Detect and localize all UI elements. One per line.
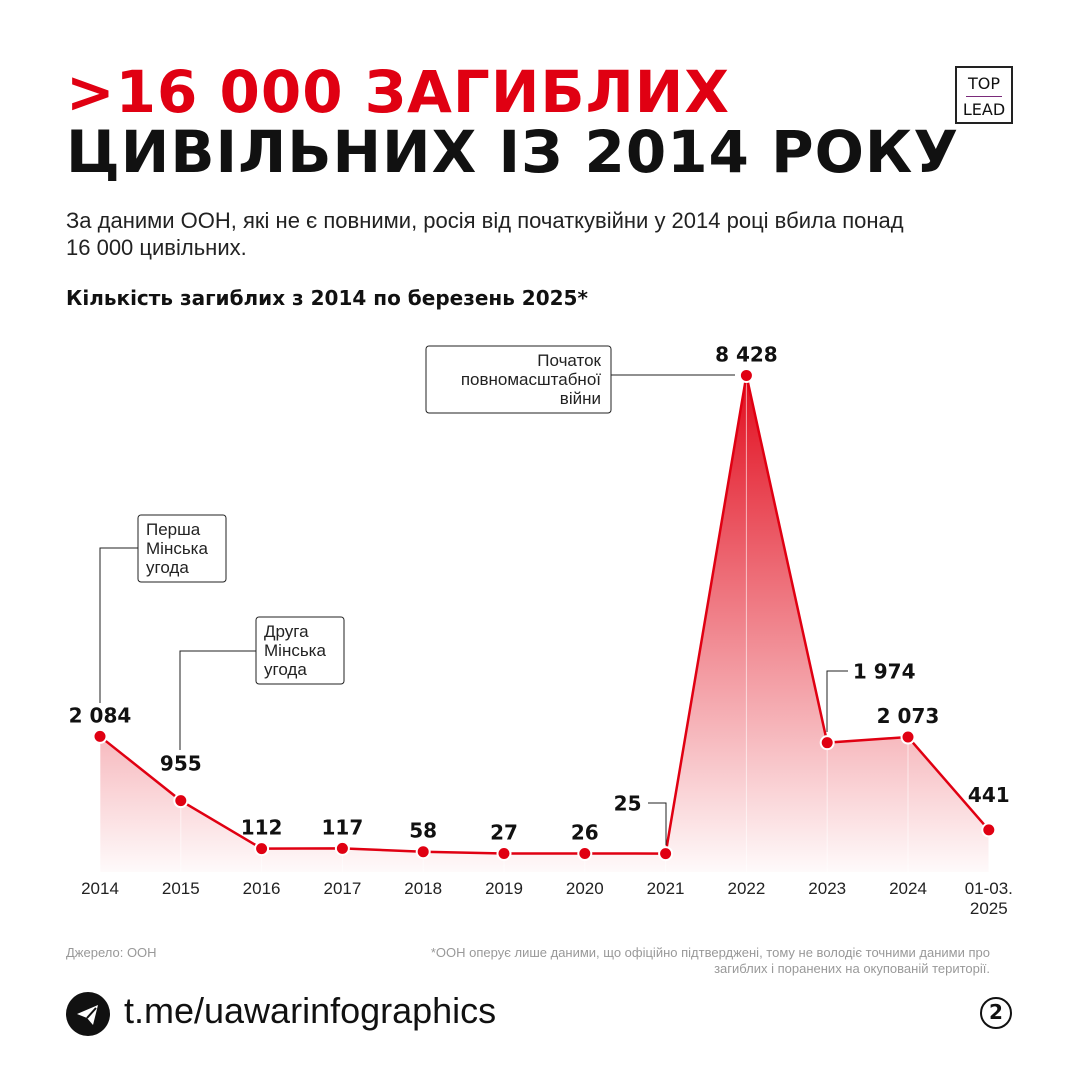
x-tick-label: 2021 xyxy=(647,879,685,898)
title-line-1: >16 000 ЗАГИБЛИХ xyxy=(66,58,730,126)
toplead-logo: TOP LEAD xyxy=(955,66,1013,124)
data-label: 441 xyxy=(968,783,1010,807)
data-point xyxy=(173,793,189,809)
data-label: 2 084 xyxy=(69,703,132,727)
annotation-box xyxy=(137,514,227,583)
x-tick-label: 2020 xyxy=(566,879,604,898)
data-point xyxy=(981,822,997,838)
annotation-text: Мінська xyxy=(146,539,208,558)
annotation-text: Перша xyxy=(146,520,201,539)
data-point xyxy=(92,728,108,744)
annotation-text: війни xyxy=(560,389,601,408)
source: Джерело: ООН xyxy=(66,945,157,960)
annotation-text: угода xyxy=(146,558,189,577)
annotation-box xyxy=(425,345,612,414)
x-tick-label: 2016 xyxy=(243,879,281,898)
annotation-connector xyxy=(826,670,848,732)
subtitle: За даними ООН, які не є повними, росія в… xyxy=(66,208,904,260)
x-tick-label: 2024 xyxy=(889,879,927,898)
data-point xyxy=(819,735,835,751)
data-point xyxy=(738,367,754,383)
annotation-text: Друга xyxy=(264,622,309,641)
data-label: 112 xyxy=(241,816,283,840)
annotation-text: Початок xyxy=(537,351,601,370)
annotation-text: Мінська xyxy=(264,641,326,660)
footnote: *ООН оперує лише даними, що офіційно під… xyxy=(430,945,990,976)
data-point xyxy=(900,729,916,745)
annotation-connector xyxy=(648,802,667,845)
area-fill xyxy=(100,375,989,872)
logo-bottom: LEAD xyxy=(962,100,1006,119)
x-tick-label: 2017 xyxy=(323,879,361,898)
annotation-box xyxy=(255,616,345,685)
data-label: 117 xyxy=(322,815,364,839)
x-tick-label: 01-03. xyxy=(965,879,1013,898)
chart: 2 084 955 112 117 58 27 26 25 8 428 1 974 2 073 441… xyxy=(69,342,1013,918)
data-label: 58 xyxy=(409,819,437,843)
x-tick-label: 2014 xyxy=(81,879,119,898)
logo-top: TOP xyxy=(967,74,1000,93)
data-label: 2 073 xyxy=(877,704,940,728)
annotation-connector xyxy=(179,650,256,750)
telegram-link[interactable]: t.me/uawarinfographics xyxy=(124,990,497,1031)
x-tick-label: 2018 xyxy=(404,879,442,898)
annotation-connector xyxy=(99,547,138,703)
data-label: 26 xyxy=(571,821,599,845)
annotation-text: угода xyxy=(264,660,307,679)
data-point xyxy=(496,845,512,861)
series-line xyxy=(99,375,990,855)
x-tick-label: 2023 xyxy=(808,879,846,898)
chart-title: Кількість загиблих з 2014 по березень 20… xyxy=(66,286,588,310)
data-point xyxy=(577,846,593,862)
data-label: 25 xyxy=(614,792,642,816)
data-label: 27 xyxy=(490,820,518,844)
data-label: 1 974 xyxy=(853,660,916,684)
data-point xyxy=(254,841,270,857)
page-number: 2 xyxy=(980,997,1012,1029)
x-tick-label: 2019 xyxy=(485,879,523,898)
data-point xyxy=(415,844,431,860)
data-point xyxy=(334,840,350,856)
data-label: 8 428 xyxy=(715,342,778,366)
data-point xyxy=(658,846,674,862)
x-tick-label: 2025 xyxy=(970,899,1008,918)
x-tick-label: 2022 xyxy=(727,879,765,898)
title-line-2: ЦИВІЛЬНИХ ІЗ 2014 РОКУ xyxy=(66,118,960,186)
telegram-icon xyxy=(66,992,110,1036)
annotation-text: повномасштабної xyxy=(461,370,601,389)
data-label: 955 xyxy=(160,752,202,776)
x-tick-label: 2015 xyxy=(162,879,200,898)
